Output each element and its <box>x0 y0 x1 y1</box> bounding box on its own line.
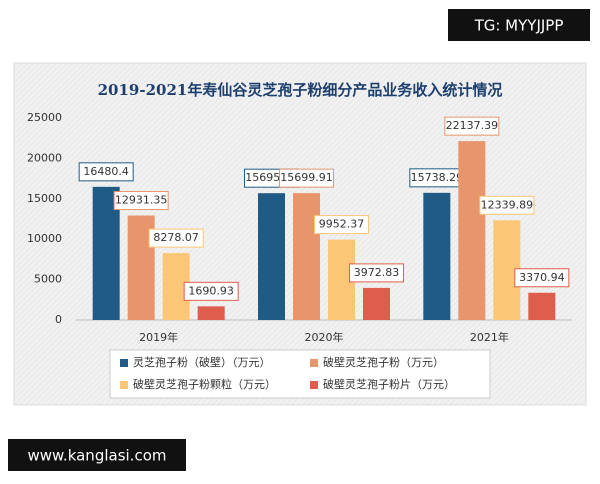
top-badge-text: TG: MYYJJPP <box>474 17 564 35</box>
value-label-box <box>349 263 404 283</box>
x-tick-label: 2021年 <box>470 330 509 344</box>
value-label-box <box>479 195 535 215</box>
value-label: 3972.83 <box>354 266 400 279</box>
value-label: 12931.35 <box>115 194 168 207</box>
legend-box <box>109 349 491 399</box>
value-label: 15699.91 <box>280 171 333 184</box>
value-label-box <box>148 228 204 248</box>
x-tick-label: 2019年 <box>139 330 178 344</box>
bar <box>458 141 486 320</box>
bottom-badge-text: www.kanglasi.com <box>28 447 167 465</box>
x-tick-label: 2020年 <box>305 330 344 344</box>
value-label-box <box>314 215 369 235</box>
bar <box>258 193 285 320</box>
value-label: 3370.94 <box>519 271 565 284</box>
legend-label: 破壁灵芝孢子粉颗粒（万元） <box>133 377 276 391</box>
y-tick-label: 0 <box>55 313 62 326</box>
legend-swatch <box>310 381 318 389</box>
value-label: 16480.4 <box>83 165 129 178</box>
value-label: 12339.89 <box>481 198 534 211</box>
legend-label: 破壁灵芝孢子粉（万元） <box>323 355 444 369</box>
chart-title: 2019-2021年寿仙谷灵芝孢子粉细分产品业务收入统计情况 <box>98 81 503 99</box>
value-label-box <box>78 162 134 182</box>
legend-swatch <box>310 359 318 367</box>
value-label: 9952.37 <box>319 218 365 231</box>
value-label: 15738.29 <box>411 171 464 184</box>
value-label-box <box>183 281 239 301</box>
top-badge <box>448 9 590 41</box>
legend-label: 灵芝孢子粉（破壁）（万元） <box>133 355 271 369</box>
bar <box>293 193 320 320</box>
bar <box>528 292 556 320</box>
value-label: 1690.93 <box>188 284 234 297</box>
y-tick-label: 20000 <box>27 151 62 164</box>
y-tick-label: 15000 <box>27 192 62 205</box>
y-tick-label: 25000 <box>27 111 62 124</box>
value-label-box <box>444 116 500 136</box>
bar <box>423 192 451 320</box>
legend-swatch <box>120 381 128 389</box>
value-label: 22137.39 <box>446 119 499 132</box>
value-label-box <box>279 168 334 188</box>
value-label-box <box>514 268 570 288</box>
bar <box>197 306 225 320</box>
legend-label: 破壁灵芝孢子粉片（万元） <box>323 377 455 391</box>
value-label-box <box>113 191 169 211</box>
legend-swatch <box>120 359 128 367</box>
y-tick-label: 10000 <box>27 232 62 245</box>
y-tick-label: 5000 <box>34 273 62 286</box>
value-label: 8278.07 <box>153 231 199 244</box>
bar <box>363 287 390 320</box>
bottom-badge <box>8 439 186 471</box>
